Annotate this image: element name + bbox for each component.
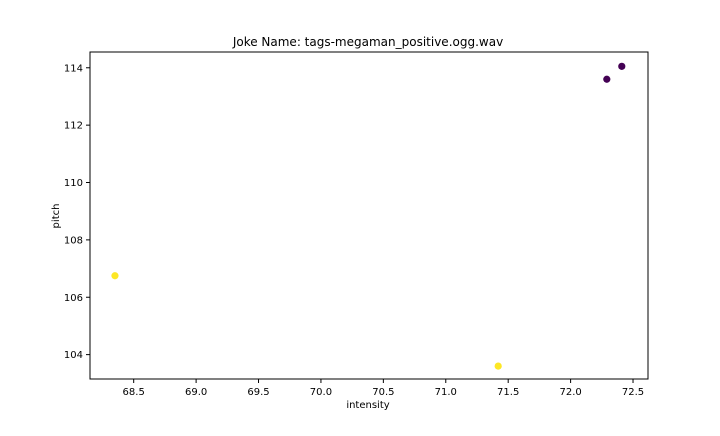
data-points	[111, 62, 626, 370]
y-axis-label: pitch	[51, 204, 62, 229]
y-tick-label: 112	[64, 121, 83, 132]
x-tick-label: 68.5	[123, 387, 145, 398]
x-tick-label: 71.5	[497, 387, 519, 398]
y-tick-label: 104	[64, 350, 83, 361]
x-tick-label: 69.0	[185, 387, 207, 398]
scatter-point	[111, 272, 119, 280]
y-tick-label: 114	[64, 63, 83, 74]
x-tick-label: 69.5	[247, 387, 269, 398]
x-tick-label: 70.5	[372, 387, 394, 398]
x-tick-label: 72.5	[622, 387, 644, 398]
chart-title: Joke Name: tags-megaman_positive.ogg.wav	[232, 35, 503, 49]
x-tick-label: 70.0	[310, 387, 332, 398]
y-tick-label: 106	[64, 293, 83, 304]
x-tick-label: 71.0	[435, 387, 457, 398]
y-axis-ticks: 104 106 108 110 112 114	[64, 63, 90, 361]
scatter-point	[618, 62, 626, 70]
x-axis-ticks: 68.5 69.0 69.5 70.0 70.5 71.0 71.5 72.0 72.5	[123, 379, 644, 398]
plot-area-frame	[89, 51, 649, 380]
y-tick-label: 110	[64, 178, 83, 189]
x-axis-label: intensity	[346, 400, 389, 411]
scatter-point	[603, 75, 611, 83]
x-tick-label: 72.0	[559, 387, 581, 398]
scatter-point	[494, 362, 502, 370]
y-tick-label: 108	[64, 235, 83, 246]
